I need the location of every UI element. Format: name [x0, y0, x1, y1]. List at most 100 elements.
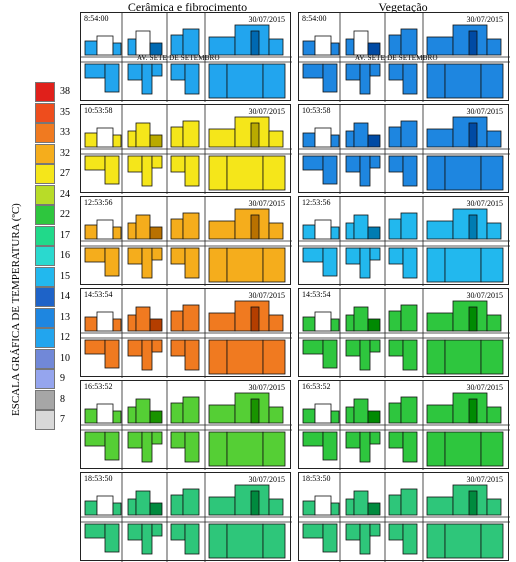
building	[314, 403, 332, 424]
building	[302, 40, 316, 56]
block-map	[299, 197, 510, 286]
building	[426, 404, 454, 424]
timestamp-label: 12:53:56	[84, 198, 113, 207]
block-map	[81, 381, 292, 470]
building	[426, 496, 454, 516]
building	[369, 247, 381, 261]
building	[96, 311, 114, 332]
legend-value: 16	[60, 250, 70, 261]
building	[402, 247, 418, 279]
building	[302, 431, 324, 447]
building	[208, 63, 228, 99]
building	[330, 318, 340, 332]
building	[170, 402, 184, 424]
building	[184, 339, 200, 371]
building	[127, 431, 143, 449]
building	[353, 398, 369, 424]
building	[359, 339, 371, 371]
building	[302, 224, 316, 240]
building	[367, 134, 381, 148]
building	[345, 247, 361, 265]
building	[262, 523, 286, 559]
building	[444, 523, 482, 559]
building	[141, 339, 153, 371]
building	[388, 402, 402, 424]
building	[353, 306, 369, 332]
legend-value: 8	[60, 393, 65, 405]
building	[400, 120, 418, 148]
building	[104, 63, 120, 93]
thermal-map-panel: 10:53:58 30/07/2015	[80, 104, 292, 194]
building	[170, 339, 186, 357]
building	[170, 218, 184, 240]
building	[208, 404, 236, 424]
timestamp-label: 14:53:54	[84, 290, 113, 299]
building	[135, 306, 151, 332]
legend-value: 24	[60, 188, 70, 200]
building	[367, 42, 381, 56]
legend-swatch	[35, 225, 55, 246]
building	[486, 38, 502, 56]
legend-value: 10	[60, 352, 70, 364]
building	[402, 155, 418, 187]
building	[112, 502, 122, 516]
legend-swatch	[35, 205, 55, 225]
building	[250, 122, 260, 148]
block-map	[299, 289, 510, 378]
building	[345, 431, 361, 449]
building	[486, 314, 502, 332]
legend-swatch	[35, 307, 55, 328]
timestamp-label: 18:53:50	[84, 474, 113, 483]
building	[426, 339, 446, 375]
building	[151, 247, 163, 261]
building	[141, 431, 153, 463]
building	[226, 523, 264, 559]
street-label: AV. SETE DE SETEMBRO	[355, 54, 438, 62]
building	[112, 226, 122, 240]
building	[184, 247, 200, 279]
building	[268, 406, 284, 424]
building	[135, 490, 151, 516]
date-label: 30/07/2015	[248, 15, 285, 24]
block-map	[299, 381, 510, 470]
legend-value: 9	[60, 373, 65, 384]
building	[112, 42, 122, 56]
building	[345, 406, 355, 424]
building	[400, 304, 418, 332]
building	[127, 222, 137, 240]
thermal-map-panel: 16:53:52 30/07/2015	[298, 380, 510, 470]
legend-swatch	[35, 102, 55, 123]
building	[402, 63, 418, 95]
building	[84, 339, 106, 355]
column-title-ceramic: Cerâmica e fibrocimento	[127, 0, 248, 14]
building	[96, 127, 114, 148]
thermal-map-panel: 16:53:52 30/07/2015	[80, 380, 292, 470]
building	[400, 488, 418, 516]
building	[226, 339, 264, 375]
timestamp-label: 16:53:52	[302, 382, 331, 391]
building	[208, 431, 228, 467]
building	[400, 396, 418, 424]
building	[104, 523, 120, 553]
building	[388, 494, 402, 516]
building	[369, 431, 381, 445]
legend-value: 33	[60, 127, 70, 138]
building	[268, 38, 284, 56]
building	[302, 132, 316, 148]
building	[184, 155, 200, 187]
building	[84, 63, 106, 79]
building	[302, 155, 324, 171]
building	[170, 247, 186, 265]
timestamp-label: 10:53:58	[84, 106, 113, 115]
building	[388, 339, 404, 357]
building	[468, 214, 478, 240]
legend-swatch	[35, 123, 55, 143]
legend-swatch	[35, 328, 55, 348]
building	[468, 490, 478, 516]
legend-value: 7	[60, 414, 65, 425]
building	[345, 314, 355, 332]
building	[322, 63, 338, 93]
building	[208, 523, 228, 559]
building	[302, 339, 324, 355]
building	[127, 523, 143, 541]
